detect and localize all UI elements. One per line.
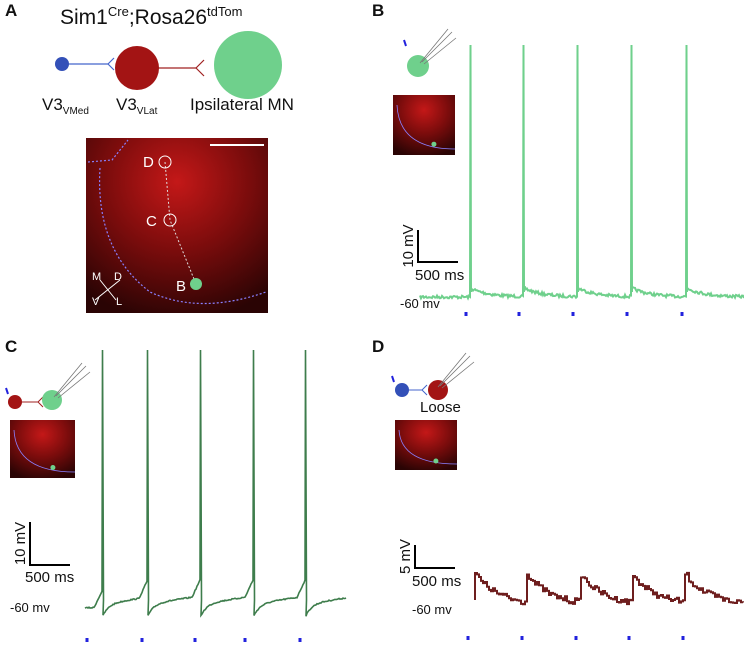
baseline-label: -60 mv [10, 600, 50, 615]
stimulus-marker [681, 636, 685, 640]
mn-cell [214, 31, 282, 99]
inset-image [395, 420, 457, 470]
panel-label: D [372, 337, 384, 356]
scale-bar [29, 522, 70, 566]
stimulus-marker [140, 638, 144, 642]
baseline-label: -60 mv [400, 296, 440, 311]
scale-y-label: 10 mV [400, 224, 417, 267]
pipette [437, 352, 475, 389]
tissue-image [86, 138, 268, 313]
v3vmed-cell [395, 383, 409, 397]
stimulus-marker [298, 638, 302, 642]
cell-name: V3 [42, 95, 63, 114]
cell-name: V3 [116, 95, 137, 114]
tissue-boundary [87, 139, 267, 305]
stimulus-marker [517, 312, 521, 316]
scale-bar [414, 545, 455, 569]
panel-title: Sim1Cre;Rosa26tdTom [60, 4, 242, 29]
title-part: Sim1 [60, 6, 108, 29]
panel-label: A [5, 1, 17, 20]
stim-light [391, 375, 395, 383]
synapse [195, 59, 205, 77]
stimulus-marker [520, 636, 524, 640]
mn-site [190, 278, 202, 290]
stimulus-marker [193, 638, 197, 642]
cell-sub: VLat [137, 106, 158, 117]
trace [419, 44, 744, 301]
trace [474, 571, 744, 606]
stimulus-marker [243, 638, 247, 642]
panel-label: C [5, 337, 17, 356]
stimulus-marker [574, 636, 578, 640]
recorded-cell [163, 213, 177, 227]
scale-x-label: 500 ms [25, 569, 74, 586]
scale-y-label: 5 mV [397, 539, 414, 574]
stimulus-marker [464, 312, 468, 316]
title-sup: tdTom [207, 4, 242, 19]
panel-label: B [372, 1, 384, 20]
stimulus-marker [85, 638, 89, 642]
v3vlat-cell [8, 395, 22, 409]
stim-light [5, 387, 9, 395]
cell-label: Ipsilateral MN [190, 95, 294, 114]
scale-y-label: 10 mV [12, 522, 29, 565]
site-label: C [146, 213, 157, 230]
scale-bar [417, 230, 458, 263]
orientation-label: M [92, 271, 101, 283]
orientation-cross [94, 279, 121, 301]
synapse [421, 384, 428, 396]
recorded-cell [158, 155, 172, 169]
cell-sub: VMed [63, 106, 89, 117]
stimulus-marker [627, 636, 631, 640]
pipette [419, 28, 457, 65]
orientation-label: D [114, 271, 122, 283]
stimulus-marker [625, 312, 629, 316]
inset-boundary [396, 104, 456, 150]
cell-label: V3VLat [116, 95, 158, 117]
track [164, 161, 197, 285]
stim-light [403, 39, 407, 47]
inset-site [433, 458, 439, 464]
inset-boundary [398, 429, 458, 465]
stimulus-marker [680, 312, 684, 316]
stimulus-marker [466, 636, 470, 640]
recording-mode: Loose [420, 399, 461, 416]
synapse [107, 57, 115, 71]
v3vmed-cell [55, 57, 69, 71]
cell-label: V3VMed [42, 95, 89, 117]
inset-site [50, 465, 56, 471]
site-label: B [176, 278, 186, 295]
inset-image [10, 420, 75, 478]
trace [84, 349, 347, 618]
orientation-label: V [92, 296, 100, 308]
title-sup: Cre [108, 4, 129, 19]
site-label: D [143, 154, 154, 171]
scale-x-label: 500 ms [415, 267, 464, 284]
baseline-label: -60 mv [412, 602, 452, 617]
title-part: ;Rosa26 [129, 6, 207, 29]
synapse [37, 396, 44, 408]
v3vlat-cell [115, 46, 159, 90]
orientation-label: L [116, 296, 122, 308]
inset-image [393, 95, 455, 155]
v3vlat-cell [428, 380, 448, 400]
scale-x-label: 500 ms [412, 573, 461, 590]
stimulus-marker [571, 312, 575, 316]
pipette [53, 362, 91, 399]
inset-site [431, 141, 437, 147]
inset-boundary [13, 429, 76, 473]
